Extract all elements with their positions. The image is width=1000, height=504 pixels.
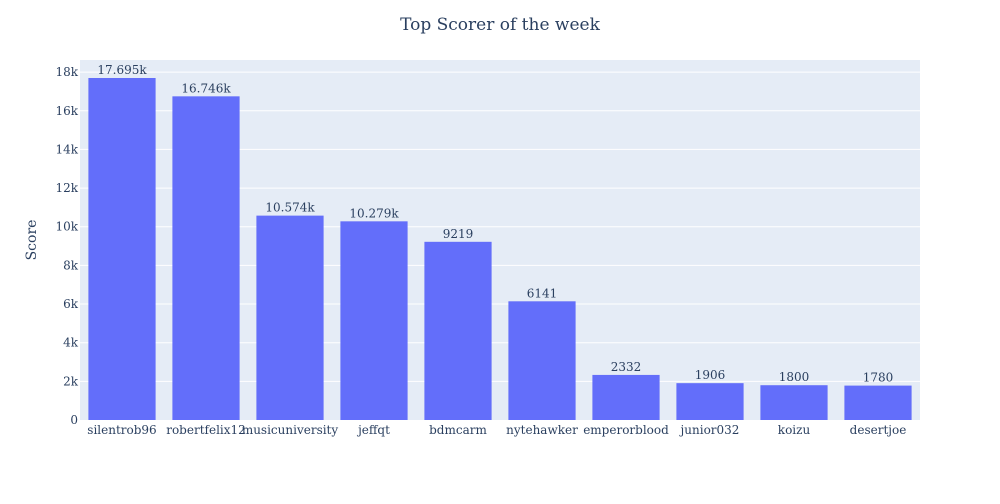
y-axis-title: Score	[24, 220, 40, 261]
bar	[592, 374, 660, 420]
x-tick-label: nytehawker	[506, 423, 578, 437]
data-label: 17.695k	[97, 63, 147, 77]
y-tick-label: 2k	[63, 374, 79, 388]
bars	[88, 77, 912, 420]
data-label: 9219	[443, 227, 474, 241]
bar	[844, 385, 912, 420]
x-tick-label: jeffqt	[356, 423, 390, 437]
bar	[424, 241, 492, 420]
x-tick-label: silentrob96	[87, 423, 156, 437]
bar	[256, 215, 324, 420]
data-label: 6141	[527, 286, 558, 300]
y-tick-label: 10k	[55, 220, 78, 234]
data-label: 1800	[779, 370, 810, 384]
bar	[172, 96, 240, 420]
bar	[760, 385, 828, 420]
x-tick-label: desertjoe	[850, 423, 907, 437]
data-label: 1780	[863, 371, 894, 385]
bar	[340, 221, 408, 420]
bar	[88, 77, 156, 420]
bar	[676, 383, 744, 420]
y-axis-ticks: 0 2k 4k 6k 8k 10k 12k 14k 16k 18k	[55, 65, 78, 427]
x-tick-label: junior032	[679, 423, 740, 437]
chart-title: Top Scorer of the week	[400, 15, 601, 35]
y-tick-label: 16k	[55, 104, 78, 118]
y-tick-label: 0	[70, 413, 78, 427]
x-tick-label: musicuniversity	[242, 423, 339, 437]
x-tick-label: robertfelix12	[166, 423, 246, 437]
y-tick-label: 12k	[55, 181, 78, 195]
y-tick-label: 14k	[55, 142, 78, 156]
data-label: 1906	[695, 368, 726, 382]
data-label: 16.746k	[181, 81, 231, 95]
data-label: 2332	[611, 360, 642, 374]
data-label: 10.279k	[349, 206, 399, 220]
y-tick-label: 18k	[55, 65, 78, 79]
x-tick-label: bdmcarm	[429, 423, 487, 437]
bar	[508, 301, 576, 420]
data-labels: 17.695k 16.746k 10.574k 10.279k 9219 6141 2332…	[97, 63, 893, 385]
y-tick-label: 6k	[63, 297, 79, 311]
x-tick-label: koizu	[778, 423, 811, 437]
y-tick-label: 4k	[63, 336, 79, 350]
y-tick-label: 8k	[63, 258, 79, 272]
data-label: 10.574k	[265, 201, 315, 215]
x-tick-label: emperorblood	[583, 423, 669, 437]
